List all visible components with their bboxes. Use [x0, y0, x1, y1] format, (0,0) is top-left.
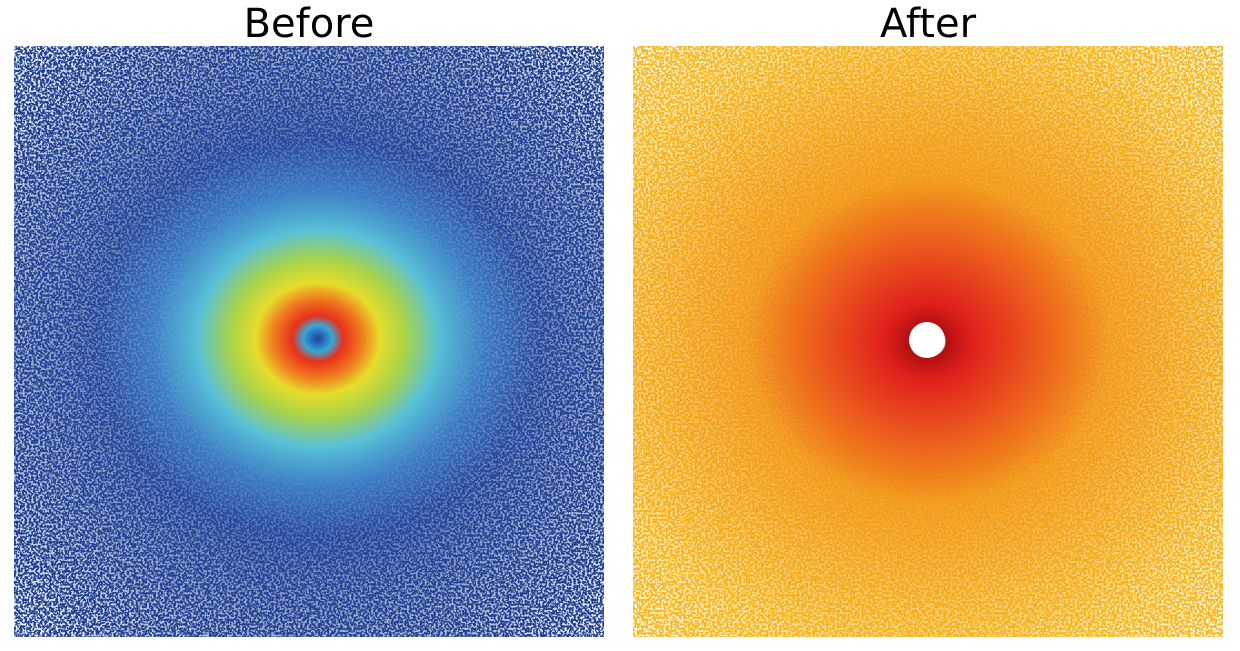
- after-image: [633, 46, 1223, 637]
- panel-title: After: [879, 1, 977, 47]
- panel-title: Before: [243, 1, 375, 47]
- before-image: [14, 46, 604, 637]
